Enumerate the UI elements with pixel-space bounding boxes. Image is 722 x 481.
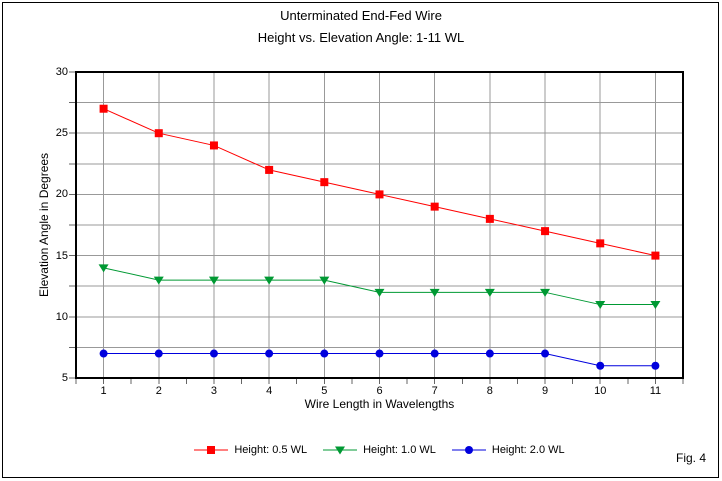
data-point-marker	[99, 349, 108, 358]
data-point-marker	[320, 349, 329, 358]
data-point-marker	[485, 349, 494, 358]
x-tick-label: 4	[266, 385, 273, 397]
data-point-marker	[154, 129, 163, 138]
y-tick-label: 15	[55, 249, 68, 262]
x-axis-title: Wire Length in Wavelengths	[304, 397, 455, 411]
data-point-marker	[650, 301, 661, 310]
data-point-marker	[541, 227, 550, 236]
chart-title: Unterminated End-Fed Wire	[280, 8, 442, 23]
x-tick-label: 10	[594, 385, 607, 397]
data-point-marker	[540, 288, 551, 297]
x-tick-label: 9	[541, 385, 549, 397]
data-point-marker	[320, 178, 329, 187]
data-point-marker	[596, 239, 605, 248]
data-point-marker	[154, 349, 163, 358]
y-tick-label: 20	[55, 188, 68, 201]
y-tick-label: 10	[55, 310, 68, 323]
series-1	[98, 264, 661, 310]
data-point-marker	[484, 288, 495, 297]
data-point-marker	[596, 361, 605, 370]
data-point-marker	[265, 165, 274, 174]
series-2	[99, 349, 660, 370]
data-point-marker	[208, 276, 219, 285]
data-point-marker	[99, 104, 108, 113]
legend-label: Height: 1.0 WL	[363, 444, 436, 456]
chart-subtitle: Height vs. Elevation Angle: 1-11 WL	[257, 30, 465, 45]
data-point-marker	[375, 190, 384, 199]
plot-frame	[75, 71, 684, 379]
data-point-marker	[485, 214, 494, 223]
data-point-marker	[374, 288, 385, 297]
x-tick-label: 5	[321, 385, 328, 397]
figure-label: Fig. 4	[675, 451, 706, 465]
y-tick-label: 5	[61, 372, 68, 384]
x-tick-label: 7	[431, 385, 438, 397]
data-point-marker	[335, 446, 346, 455]
y-tick-label: 30	[55, 66, 68, 78]
data-point-marker	[429, 288, 440, 297]
legend-label: Height: 2.0 WL	[491, 444, 565, 456]
data-point-marker	[430, 202, 439, 211]
legend-triangle-down-icon	[323, 446, 358, 455]
data-point-marker	[207, 446, 216, 454]
x-tick-label: 3	[210, 385, 218, 397]
data-point-marker	[595, 301, 606, 310]
x-tick-label: 2	[155, 385, 162, 397]
data-point-marker	[430, 349, 439, 358]
data-point-marker	[319, 276, 330, 285]
y-tick-label: 25	[55, 127, 68, 140]
data-point-marker	[375, 349, 384, 358]
data-point-marker	[265, 349, 274, 358]
x-tick-label: 11	[649, 385, 662, 397]
series-0	[99, 104, 660, 260]
data-point-marker	[98, 264, 109, 273]
legend-label: Height: 0.5 WL	[234, 444, 308, 456]
data-point-marker	[264, 276, 275, 285]
legend: Height: 0.5 WL Height: 1.0 WL Height: 2.0 …	[76, 444, 683, 456]
legend-item: Height: 1.0 WL	[323, 444, 436, 456]
legend-circle-icon	[451, 446, 486, 454]
data-point-marker	[464, 446, 473, 454]
legend-item: Height: 0.5 WL	[194, 444, 307, 456]
data-point-marker	[651, 361, 660, 370]
x-tick-label: 8	[486, 385, 493, 397]
legend-item: Height: 2.0 WL	[451, 444, 565, 456]
data-point-marker	[209, 349, 218, 358]
x-tick-label: 1	[100, 385, 107, 397]
data-point-marker	[651, 251, 660, 260]
data-point-marker	[541, 349, 550, 358]
legend-square-icon	[194, 446, 229, 454]
x-tick-label: 6	[376, 385, 383, 397]
data-point-marker	[153, 276, 164, 285]
data-point-marker	[209, 141, 218, 150]
